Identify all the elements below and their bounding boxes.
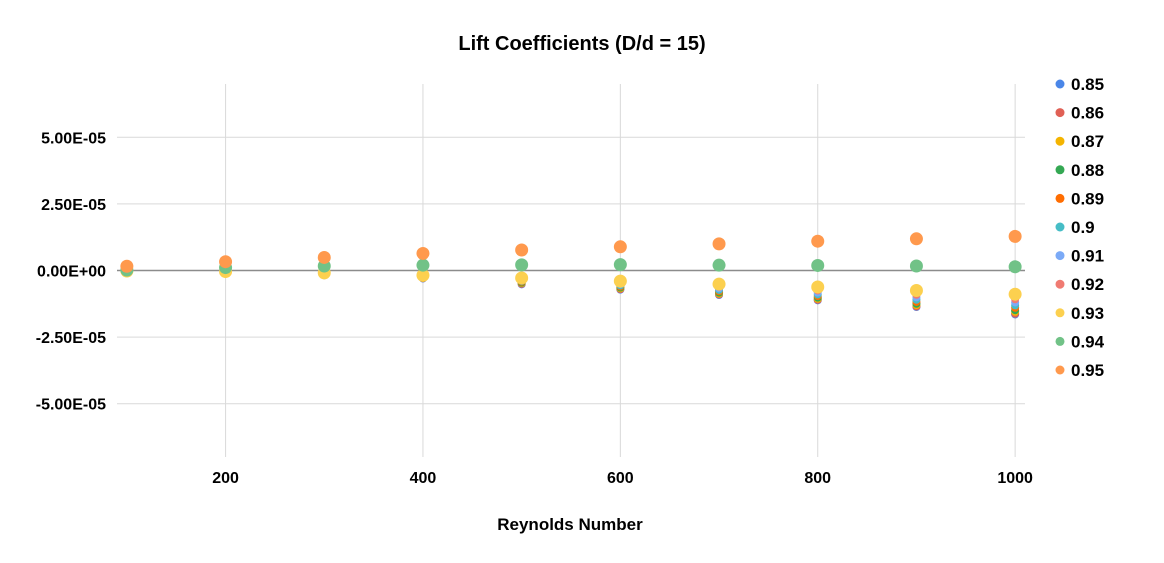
x-tick-label: 1000 bbox=[997, 470, 1033, 487]
data-point bbox=[120, 259, 134, 273]
data-point bbox=[712, 277, 726, 291]
data-point bbox=[811, 280, 825, 294]
x-tick-label: 200 bbox=[212, 470, 239, 487]
axes: 200 400 600 800 1000 5.00E-05 2.50E-05 0.00E+00… bbox=[36, 130, 1033, 487]
legend-marker bbox=[1055, 336, 1065, 346]
data-point bbox=[515, 271, 529, 285]
legend-label: 0.94 bbox=[1071, 332, 1105, 351]
chart-title: Lift Coefficients (D/d = 15) bbox=[458, 33, 705, 55]
legend-marker bbox=[1055, 365, 1065, 375]
data-point bbox=[1008, 287, 1022, 301]
legend: 0.85 0.86 0.87 0.88 0.89 0.9 0.91 0.92 0.93 0.94 0… bbox=[1055, 75, 1105, 380]
legend-label: 0.87 bbox=[1071, 132, 1104, 151]
legend-marker bbox=[1055, 79, 1065, 89]
legend-marker bbox=[1055, 136, 1065, 146]
data-point bbox=[416, 246, 430, 260]
data-points bbox=[120, 229, 1022, 319]
y-tick-label: -5.00E-05 bbox=[36, 397, 106, 414]
legend-marker bbox=[1055, 165, 1065, 175]
data-point bbox=[613, 274, 627, 288]
data-point bbox=[909, 259, 923, 273]
x-tick-label: 400 bbox=[410, 470, 437, 487]
data-point bbox=[416, 258, 430, 272]
data-point bbox=[811, 234, 825, 248]
y-tick-label: 2.50E-05 bbox=[41, 197, 106, 214]
data-point bbox=[219, 255, 233, 269]
legend-label: 0.92 bbox=[1071, 275, 1104, 294]
x-axis-label: Reynolds Number bbox=[497, 515, 643, 534]
y-tick-label: -2.50E-05 bbox=[36, 330, 106, 347]
data-point bbox=[515, 243, 529, 257]
legend-marker bbox=[1055, 193, 1065, 203]
x-tick-label: 800 bbox=[804, 470, 831, 487]
legend-marker bbox=[1055, 251, 1065, 261]
data-point bbox=[317, 250, 331, 264]
data-point bbox=[1008, 260, 1022, 274]
legend-label: 0.88 bbox=[1071, 161, 1104, 180]
data-point bbox=[613, 258, 627, 272]
data-point bbox=[416, 268, 430, 282]
data-point bbox=[613, 240, 627, 254]
data-point bbox=[909, 283, 923, 297]
y-tick-label: 0.00E+00 bbox=[37, 264, 106, 281]
data-point bbox=[909, 232, 923, 246]
legend-label: 0.86 bbox=[1071, 104, 1104, 123]
data-point bbox=[1008, 229, 1022, 243]
legend-label: 0.93 bbox=[1071, 304, 1104, 323]
data-point bbox=[515, 258, 529, 272]
legend-marker bbox=[1055, 279, 1065, 289]
data-point bbox=[811, 258, 825, 272]
legend-marker bbox=[1055, 222, 1065, 232]
legend-marker bbox=[1055, 308, 1065, 318]
data-point bbox=[712, 237, 726, 251]
legend-label: 0.89 bbox=[1071, 189, 1104, 208]
data-point bbox=[712, 258, 726, 272]
legend-marker bbox=[1055, 108, 1065, 118]
legend-label: 0.85 bbox=[1071, 75, 1104, 94]
legend-label: 0.91 bbox=[1071, 247, 1104, 266]
legend-label: 0.9 bbox=[1071, 218, 1095, 237]
legend-label: 0.95 bbox=[1071, 361, 1104, 380]
y-tick-label: 5.00E-05 bbox=[41, 130, 106, 147]
x-tick-label: 600 bbox=[607, 470, 634, 487]
